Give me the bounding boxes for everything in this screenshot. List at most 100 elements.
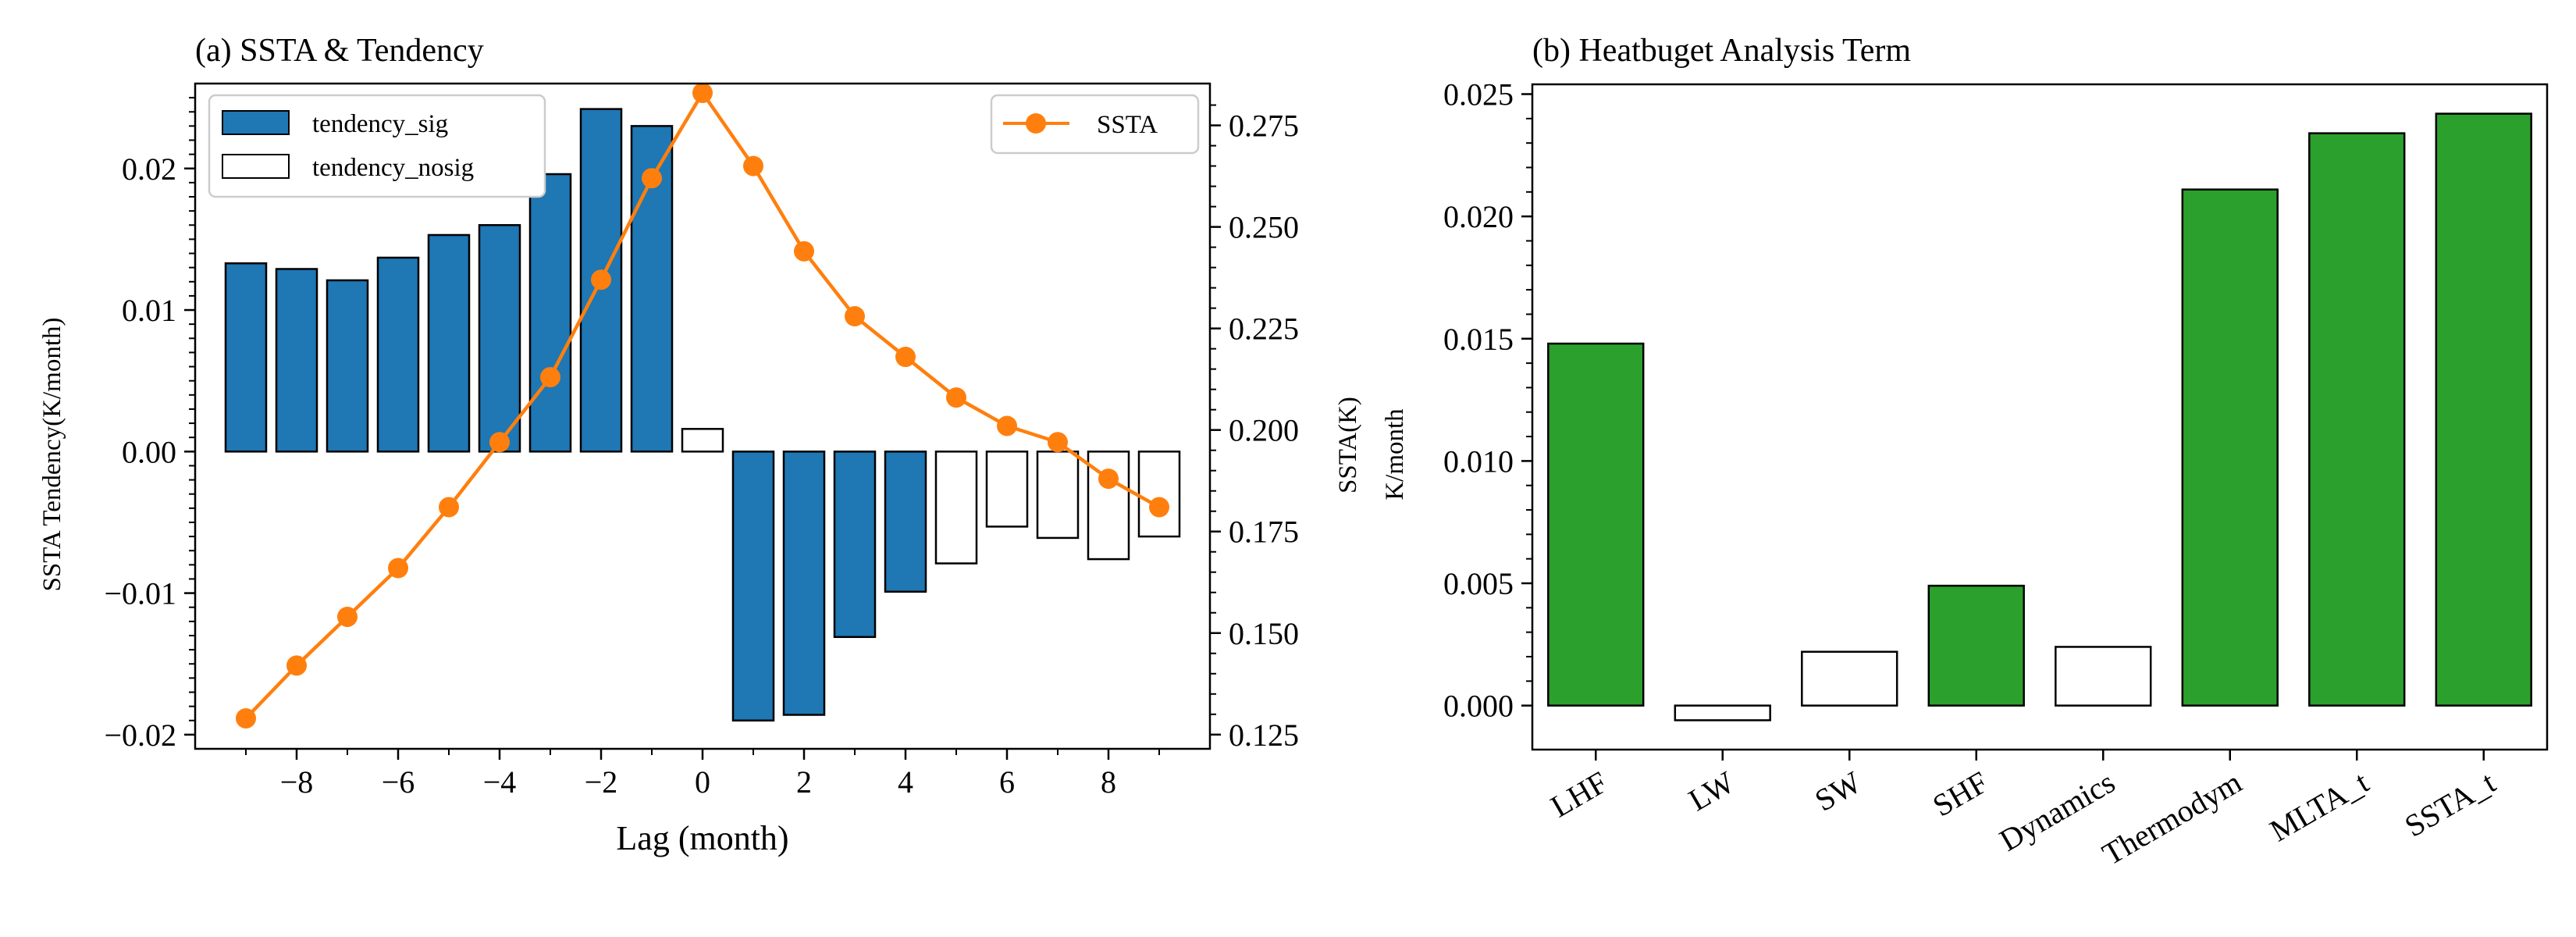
y-tick-label: −0.01 (104, 576, 176, 611)
x-tick-label: Thermodym (2097, 764, 2248, 872)
y2-tick-label: 0.200 (1229, 413, 1299, 448)
y2-tick-label: 0.150 (1229, 616, 1299, 651)
x-tick-label: SW (1809, 764, 1867, 818)
bar-tendency_nosig (681, 428, 724, 453)
y2-tick-label: 0.250 (1229, 210, 1299, 245)
bar-lhf (1547, 342, 1645, 707)
panel-a-left-y-ticks: −0.02 −0.01 0.00 0.01 0.02 (104, 97, 195, 753)
bar-sw (1801, 650, 1898, 707)
panel-a-legend-bars: tendency_sig tendency_nosig (208, 94, 546, 198)
legend-label-tendency-nosig: tendency_nosig (312, 154, 474, 182)
bar-tendency_sig (528, 173, 572, 453)
y-tick-label: 0.010 (1443, 444, 1514, 479)
legend-marker-ssta (1026, 113, 1046, 134)
ssta-point (388, 558, 408, 579)
legend-label-ssta: SSTA (1097, 111, 1158, 139)
panel-b-title: (b) Heatbuget Analysis Term (1532, 33, 1911, 69)
ssta-point (236, 707, 256, 729)
legend-frame-line (990, 94, 1200, 155)
bar-tendency_sig (833, 451, 877, 639)
ssta-point (946, 387, 966, 408)
ssta-point (439, 497, 459, 518)
bar-ssta_t (2435, 112, 2532, 707)
legend-swatch-tendency-nosig (222, 154, 290, 179)
legend-swatch-tendency-sig (222, 110, 290, 135)
x-tick-label: −8 (280, 764, 314, 800)
bar-thermodym (2181, 188, 2279, 707)
panel-b-heatbudget: (b) Heatbuget Analysis Term K/month LHF L… (1381, 33, 2549, 872)
panel-a-x-ticks: −8 −6 −4 −2 0 2 4 6 8 (245, 749, 1160, 800)
y2-tick-label: 0.125 (1229, 718, 1299, 753)
x-tick-label: 8 (1101, 764, 1116, 800)
ssta-point (743, 155, 763, 176)
y-tick-label: 0.020 (1443, 199, 1514, 234)
x-tick-label: MLTA_t (2264, 764, 2375, 849)
y-tick-label: 0.01 (122, 293, 176, 328)
ssta-point (591, 269, 611, 290)
bar-dynamics (2055, 646, 2152, 707)
ssta-point (1098, 468, 1119, 490)
x-tick-label: −6 (382, 764, 415, 800)
panel-b-y-axis-label: K/month (1381, 408, 1409, 501)
y2-tick-label: 0.225 (1229, 312, 1299, 347)
bar-mlta_t (2308, 132, 2406, 707)
y2-tick-label: 0.275 (1229, 109, 1299, 144)
bar-tendency_sig (224, 262, 268, 453)
x-tick-label: 0 (695, 764, 710, 800)
ssta-point (286, 655, 307, 676)
x-tick-label: 2 (796, 764, 812, 800)
x-tick-label: 6 (999, 764, 1015, 800)
y-tick-label: −0.02 (104, 718, 176, 753)
legend-label-tendency-sig: tendency_sig (312, 110, 448, 138)
x-tick-label: −2 (585, 764, 618, 800)
x-tick-label: −4 (483, 764, 517, 800)
panel-a-right-y-axis-label: SSTA(K) (1334, 397, 1362, 493)
panel-a-x-axis-label: Lag (month) (616, 819, 788, 857)
bar-tendency_nosig (934, 451, 978, 565)
panel-a-ssta-tendency: (a) SSTA & Tendency Lag (month) SSTA Ten… (38, 33, 1362, 857)
bar-tendency_sig (478, 224, 521, 453)
bar-tendency_sig (275, 268, 318, 453)
panel-b-y-ticks: 0.000 0.005 0.010 0.015 0.020 0.025 (1443, 77, 1532, 724)
ssta-point (1048, 432, 1068, 453)
bar-tendency_nosig (1036, 451, 1080, 540)
ssta-point (489, 432, 510, 453)
x-tick-label: LHF (1545, 764, 1614, 825)
panel-a-legend-line: SSTA (990, 94, 1200, 155)
x-tick-label: LW (1682, 764, 1740, 818)
x-tick-label: 4 (898, 764, 913, 800)
x-tick-label: SSTA_t (2399, 764, 2501, 844)
y-tick-label: 0.015 (1443, 322, 1514, 357)
y-tick-label: 0.02 (122, 151, 176, 187)
bar-tendency_sig (731, 451, 775, 721)
panel-a-ssta-line (236, 82, 1169, 729)
bar-tendency_sig (884, 451, 927, 593)
ssta-point (540, 367, 560, 388)
y2-tick-label: 0.175 (1229, 515, 1299, 550)
y-tick-label: 0.00 (122, 434, 176, 469)
bar-tendency_nosig (1137, 451, 1181, 538)
panel-a-bars (224, 108, 1181, 721)
bar-tendency_sig (782, 451, 826, 716)
panel-a-right-y-ticks: 0.125 0.150 0.175 0.200 0.225 0.250 0.275 (1210, 104, 1299, 753)
legend-frame-bars (208, 94, 546, 198)
bar-lw (1674, 704, 1771, 721)
y-tick-label: 0.000 (1443, 689, 1514, 724)
bar-tendency_sig (326, 279, 369, 453)
panel-b-bars (1547, 112, 2532, 721)
y-tick-label: 0.005 (1443, 566, 1514, 601)
ssta-point (337, 606, 358, 627)
ssta-point (1149, 497, 1169, 518)
bar-tendency_sig (427, 233, 471, 453)
bar-tendency_nosig (985, 451, 1029, 528)
ssta-point (895, 347, 916, 368)
panel-a-title: (a) SSTA & Tendency (195, 33, 484, 69)
ssta-point (692, 82, 713, 103)
panel-a-left-y-axis-label: SSTA Tendency(K/month) (38, 318, 66, 592)
bar-tendency_sig (376, 256, 420, 453)
x-tick-label: SHF (1927, 764, 1994, 824)
panel-b-plot-frame (1531, 83, 2549, 751)
y-tick-label: 0.025 (1443, 77, 1514, 112)
